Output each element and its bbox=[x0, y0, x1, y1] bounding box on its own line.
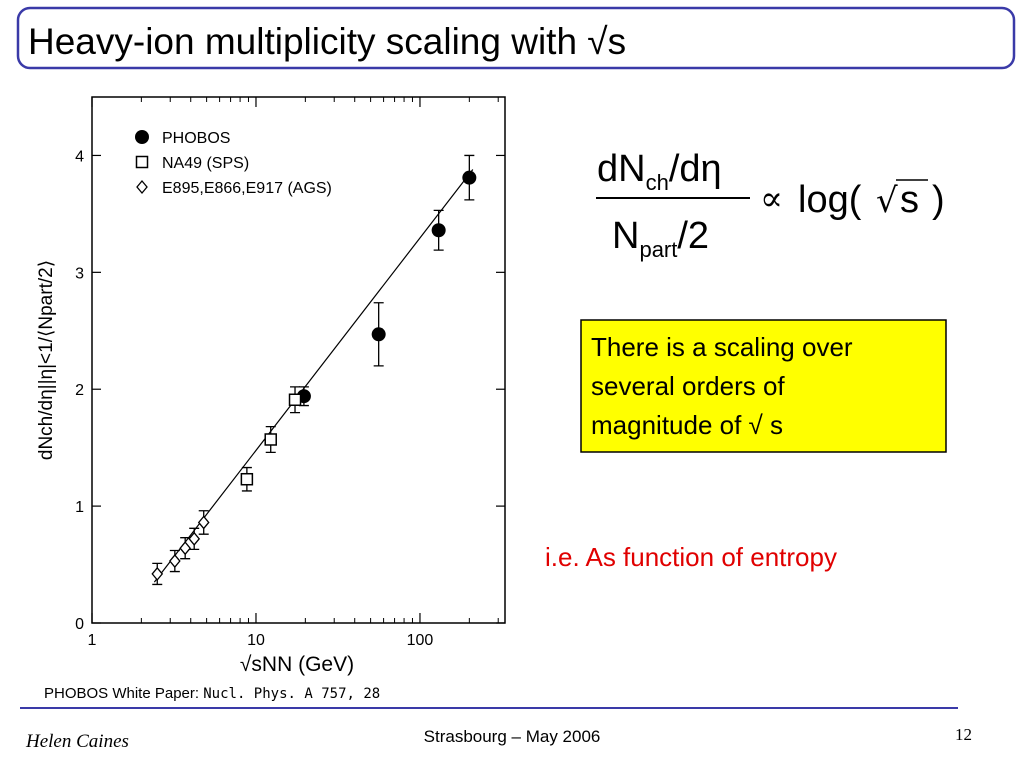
venue: Strasbourg – May 2006 bbox=[424, 727, 601, 746]
formula-root: √ bbox=[876, 181, 898, 221]
legend-marker bbox=[135, 130, 149, 144]
formula-part: part bbox=[639, 237, 677, 262]
callout-text: There is a scaling over several orders o… bbox=[591, 332, 860, 440]
formula-denominator: Npart/2 bbox=[612, 215, 709, 262]
formula-close: ) bbox=[932, 179, 945, 221]
y-axis-label: dNch/dη||η|<1/⟨Npart/2⟩ bbox=[36, 260, 57, 460]
marker bbox=[431, 223, 446, 238]
author: Helen Caines bbox=[25, 731, 129, 752]
marker bbox=[462, 170, 477, 185]
callout-line: several orders of bbox=[591, 371, 785, 401]
y-tick-label: 4 bbox=[75, 148, 84, 165]
legend-label: PHOBOS bbox=[162, 130, 230, 147]
marker bbox=[168, 554, 181, 569]
y-tick-label: 2 bbox=[75, 382, 84, 399]
citation: PHOBOS White Paper: Nucl. Phys. A 757, 2… bbox=[44, 685, 380, 702]
legend-marker bbox=[135, 155, 149, 169]
x-axis-label: √sNN (GeV) bbox=[240, 653, 354, 676]
x-tick-label: 10 bbox=[247, 632, 265, 649]
y-tick-label: 3 bbox=[75, 265, 84, 282]
formula-part: /dη bbox=[669, 148, 722, 190]
marker bbox=[240, 472, 254, 486]
callout-box bbox=[580, 319, 947, 453]
slide-title: Heavy-ion multiplicity scaling with √s bbox=[28, 21, 626, 62]
marker bbox=[188, 531, 201, 546]
formula-numerator: dNch/dη bbox=[597, 148, 722, 195]
y-tick-label: 0 bbox=[75, 616, 84, 633]
marker bbox=[288, 393, 302, 406]
plot-frame bbox=[91, 96, 506, 624]
formula-part: dN bbox=[597, 148, 646, 190]
legend-label: NA49 (SPS) bbox=[162, 155, 249, 172]
x-tick-label: 1 bbox=[88, 632, 97, 649]
marker bbox=[264, 433, 277, 446]
marker bbox=[197, 515, 210, 530]
marker bbox=[151, 566, 164, 581]
formula-part: ch bbox=[646, 170, 669, 195]
formula-part: N bbox=[612, 215, 639, 257]
marker bbox=[179, 541, 192, 556]
x-tick-label: 100 bbox=[407, 632, 434, 649]
citation-part: Nucl. Phys. A 757, 28 bbox=[203, 686, 380, 702]
callout-line: magnitude of √ s bbox=[591, 410, 783, 440]
legend-label: E895,E866,E917 (AGS) bbox=[162, 180, 332, 197]
title-box bbox=[16, 6, 1016, 70]
formula-prop: ∝ bbox=[760, 179, 783, 219]
fit-line bbox=[153, 169, 474, 583]
citation-part: PHOBOS White Paper: bbox=[44, 685, 199, 702]
legend-marker bbox=[136, 179, 148, 195]
y-tick-label: 1 bbox=[75, 499, 84, 516]
formula-part: /2 bbox=[677, 215, 709, 257]
formula-arg: s bbox=[900, 179, 919, 221]
callout-line: There is a scaling over bbox=[591, 332, 853, 362]
note: i.e. As function of entropy bbox=[545, 542, 837, 572]
formula-log: log( bbox=[798, 179, 862, 221]
page-number: 12 bbox=[955, 725, 972, 744]
marker bbox=[371, 327, 386, 342]
